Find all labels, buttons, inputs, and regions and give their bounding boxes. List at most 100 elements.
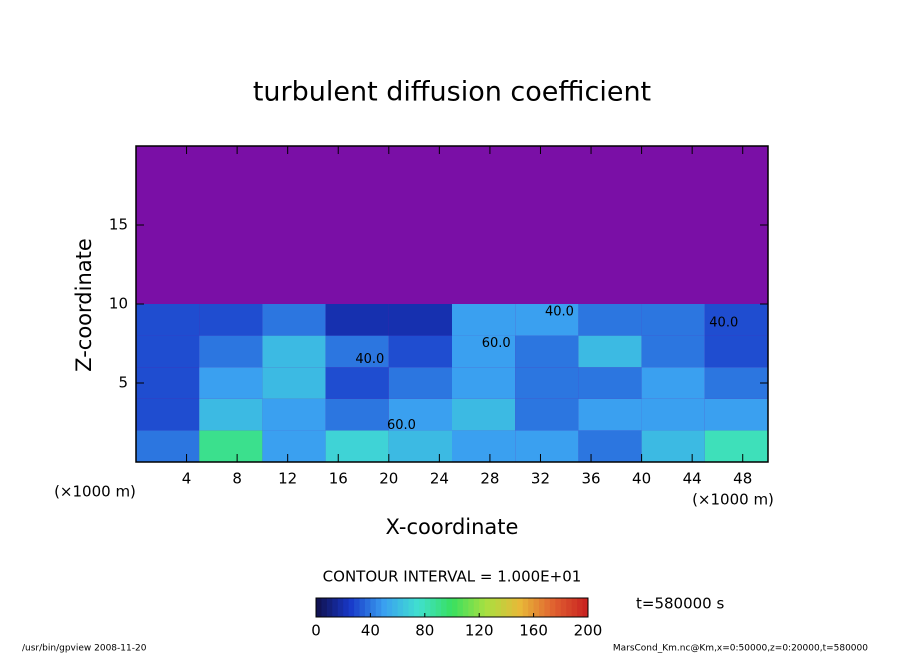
colorbar-swatch	[332, 598, 339, 617]
colorbar-tick-label: 40	[361, 622, 380, 640]
colorbar-swatch	[364, 598, 371, 617]
colorbar-tick-label: 160	[519, 622, 548, 640]
field-cell	[578, 430, 642, 462]
field-cell	[325, 335, 389, 368]
field-cell	[388, 398, 452, 431]
colorbar-frame	[315, 597, 589, 618]
colorbar-swatch	[495, 598, 502, 617]
x-tick-label: 8	[232, 470, 242, 488]
colorbar-swatch	[386, 598, 393, 617]
field-cell	[515, 430, 579, 462]
field-cell	[388, 367, 452, 399]
field-cell	[515, 398, 579, 431]
colorbar-swatch	[392, 598, 399, 617]
field-cell	[199, 304, 263, 336]
colorbar-swatch	[560, 598, 567, 617]
x-unit: (×1000 m)	[692, 491, 774, 509]
field-cell	[262, 398, 326, 431]
colorbar-tick-label: 120	[465, 622, 494, 640]
colorbar-swatch	[381, 598, 388, 617]
field-cell	[262, 335, 326, 368]
colorbar-swatch	[555, 598, 562, 617]
colorbar-tick-label: 200	[574, 622, 603, 640]
colorbar-swatch	[549, 598, 556, 617]
field-cell	[452, 367, 516, 399]
colorbar-swatch	[408, 598, 415, 617]
colorbar-swatch	[484, 598, 491, 617]
field-cell	[199, 398, 263, 431]
y-tick-label: 5	[118, 374, 128, 392]
contour-label: 60.0	[387, 418, 416, 433]
colorbar-swatch	[375, 598, 382, 617]
field-cell	[704, 367, 768, 399]
field-cell	[452, 304, 516, 336]
field-cell	[136, 430, 200, 462]
colorbar-swatch	[468, 598, 475, 617]
field-cell	[704, 398, 768, 431]
field-cell	[515, 304, 579, 336]
x-tick-label: 12	[278, 470, 297, 488]
x-tick-label: 16	[329, 470, 348, 488]
x-tick-label: 20	[379, 470, 398, 488]
colorbar-swatch	[533, 598, 540, 617]
field-cell	[388, 304, 452, 336]
field-cell	[325, 304, 389, 336]
field-cell	[578, 335, 642, 368]
field-cell	[578, 367, 642, 399]
contour-label: 40.0	[545, 304, 574, 319]
colorbar-swatch	[577, 598, 584, 617]
field-cell	[578, 304, 642, 336]
field-cell	[641, 335, 705, 368]
colorbar-swatch	[539, 598, 545, 617]
colorbar-swatch	[571, 598, 578, 617]
colorbar-swatch	[424, 598, 431, 617]
field-cell	[641, 398, 705, 431]
colorbar-swatch	[430, 598, 437, 617]
x-tick-label: 48	[733, 470, 752, 488]
x-tick-label: 40	[632, 470, 651, 488]
colorbar-swatch	[566, 598, 573, 617]
colorbar-swatch	[354, 598, 361, 617]
contour-interval: CONTOUR INTERVAL = 1.000E+01	[323, 568, 582, 586]
contour-label: 60.0	[482, 336, 511, 351]
field-cell	[578, 398, 642, 431]
field-cell	[452, 335, 516, 368]
field-cell	[515, 335, 579, 368]
colorbar-swatch	[528, 598, 535, 617]
field-cell	[325, 398, 389, 431]
colorbar-swatch	[457, 598, 464, 617]
colorbar-swatch	[517, 598, 524, 617]
footer: /usr/bin/gpview 2008-11-20	[22, 644, 147, 654]
field-cell	[262, 430, 326, 462]
colorbar-swatch	[506, 598, 513, 617]
chart-title: turbulent diffusion coefficient	[253, 77, 651, 108]
colorbar-swatch	[462, 598, 469, 617]
colorbar-swatch	[452, 598, 458, 617]
colorbar-swatch	[446, 598, 453, 617]
colorbar-swatch	[413, 598, 420, 617]
field-cell	[136, 335, 200, 368]
field-cell	[452, 398, 516, 431]
colorbar-swatch	[582, 598, 589, 617]
contour-label: 40.0	[355, 352, 384, 367]
x-tick-label: 4	[182, 470, 192, 488]
colorbar-swatch	[490, 598, 497, 617]
colorbar-swatch	[403, 598, 409, 617]
field-cell	[641, 304, 705, 336]
field-cell	[136, 367, 200, 399]
field-cell	[515, 367, 579, 399]
field-cell	[262, 367, 326, 399]
field-cell	[136, 398, 200, 431]
colorbar-swatch	[511, 598, 518, 617]
colorbar-swatch	[500, 598, 507, 617]
field-cell	[388, 430, 452, 462]
x-axis-label: X-coordinate	[386, 515, 519, 539]
field-cell	[704, 430, 768, 462]
colorbar-swatch	[441, 598, 448, 617]
x-tick-label: 44	[683, 470, 702, 488]
x-tick-label: 28	[480, 470, 499, 488]
x-tick-label: 32	[531, 470, 550, 488]
colorbar-swatch	[337, 598, 344, 617]
footer: MarsCond_Km.nc@Km,x=0:50000,z=0:20000,t=…	[613, 644, 868, 654]
